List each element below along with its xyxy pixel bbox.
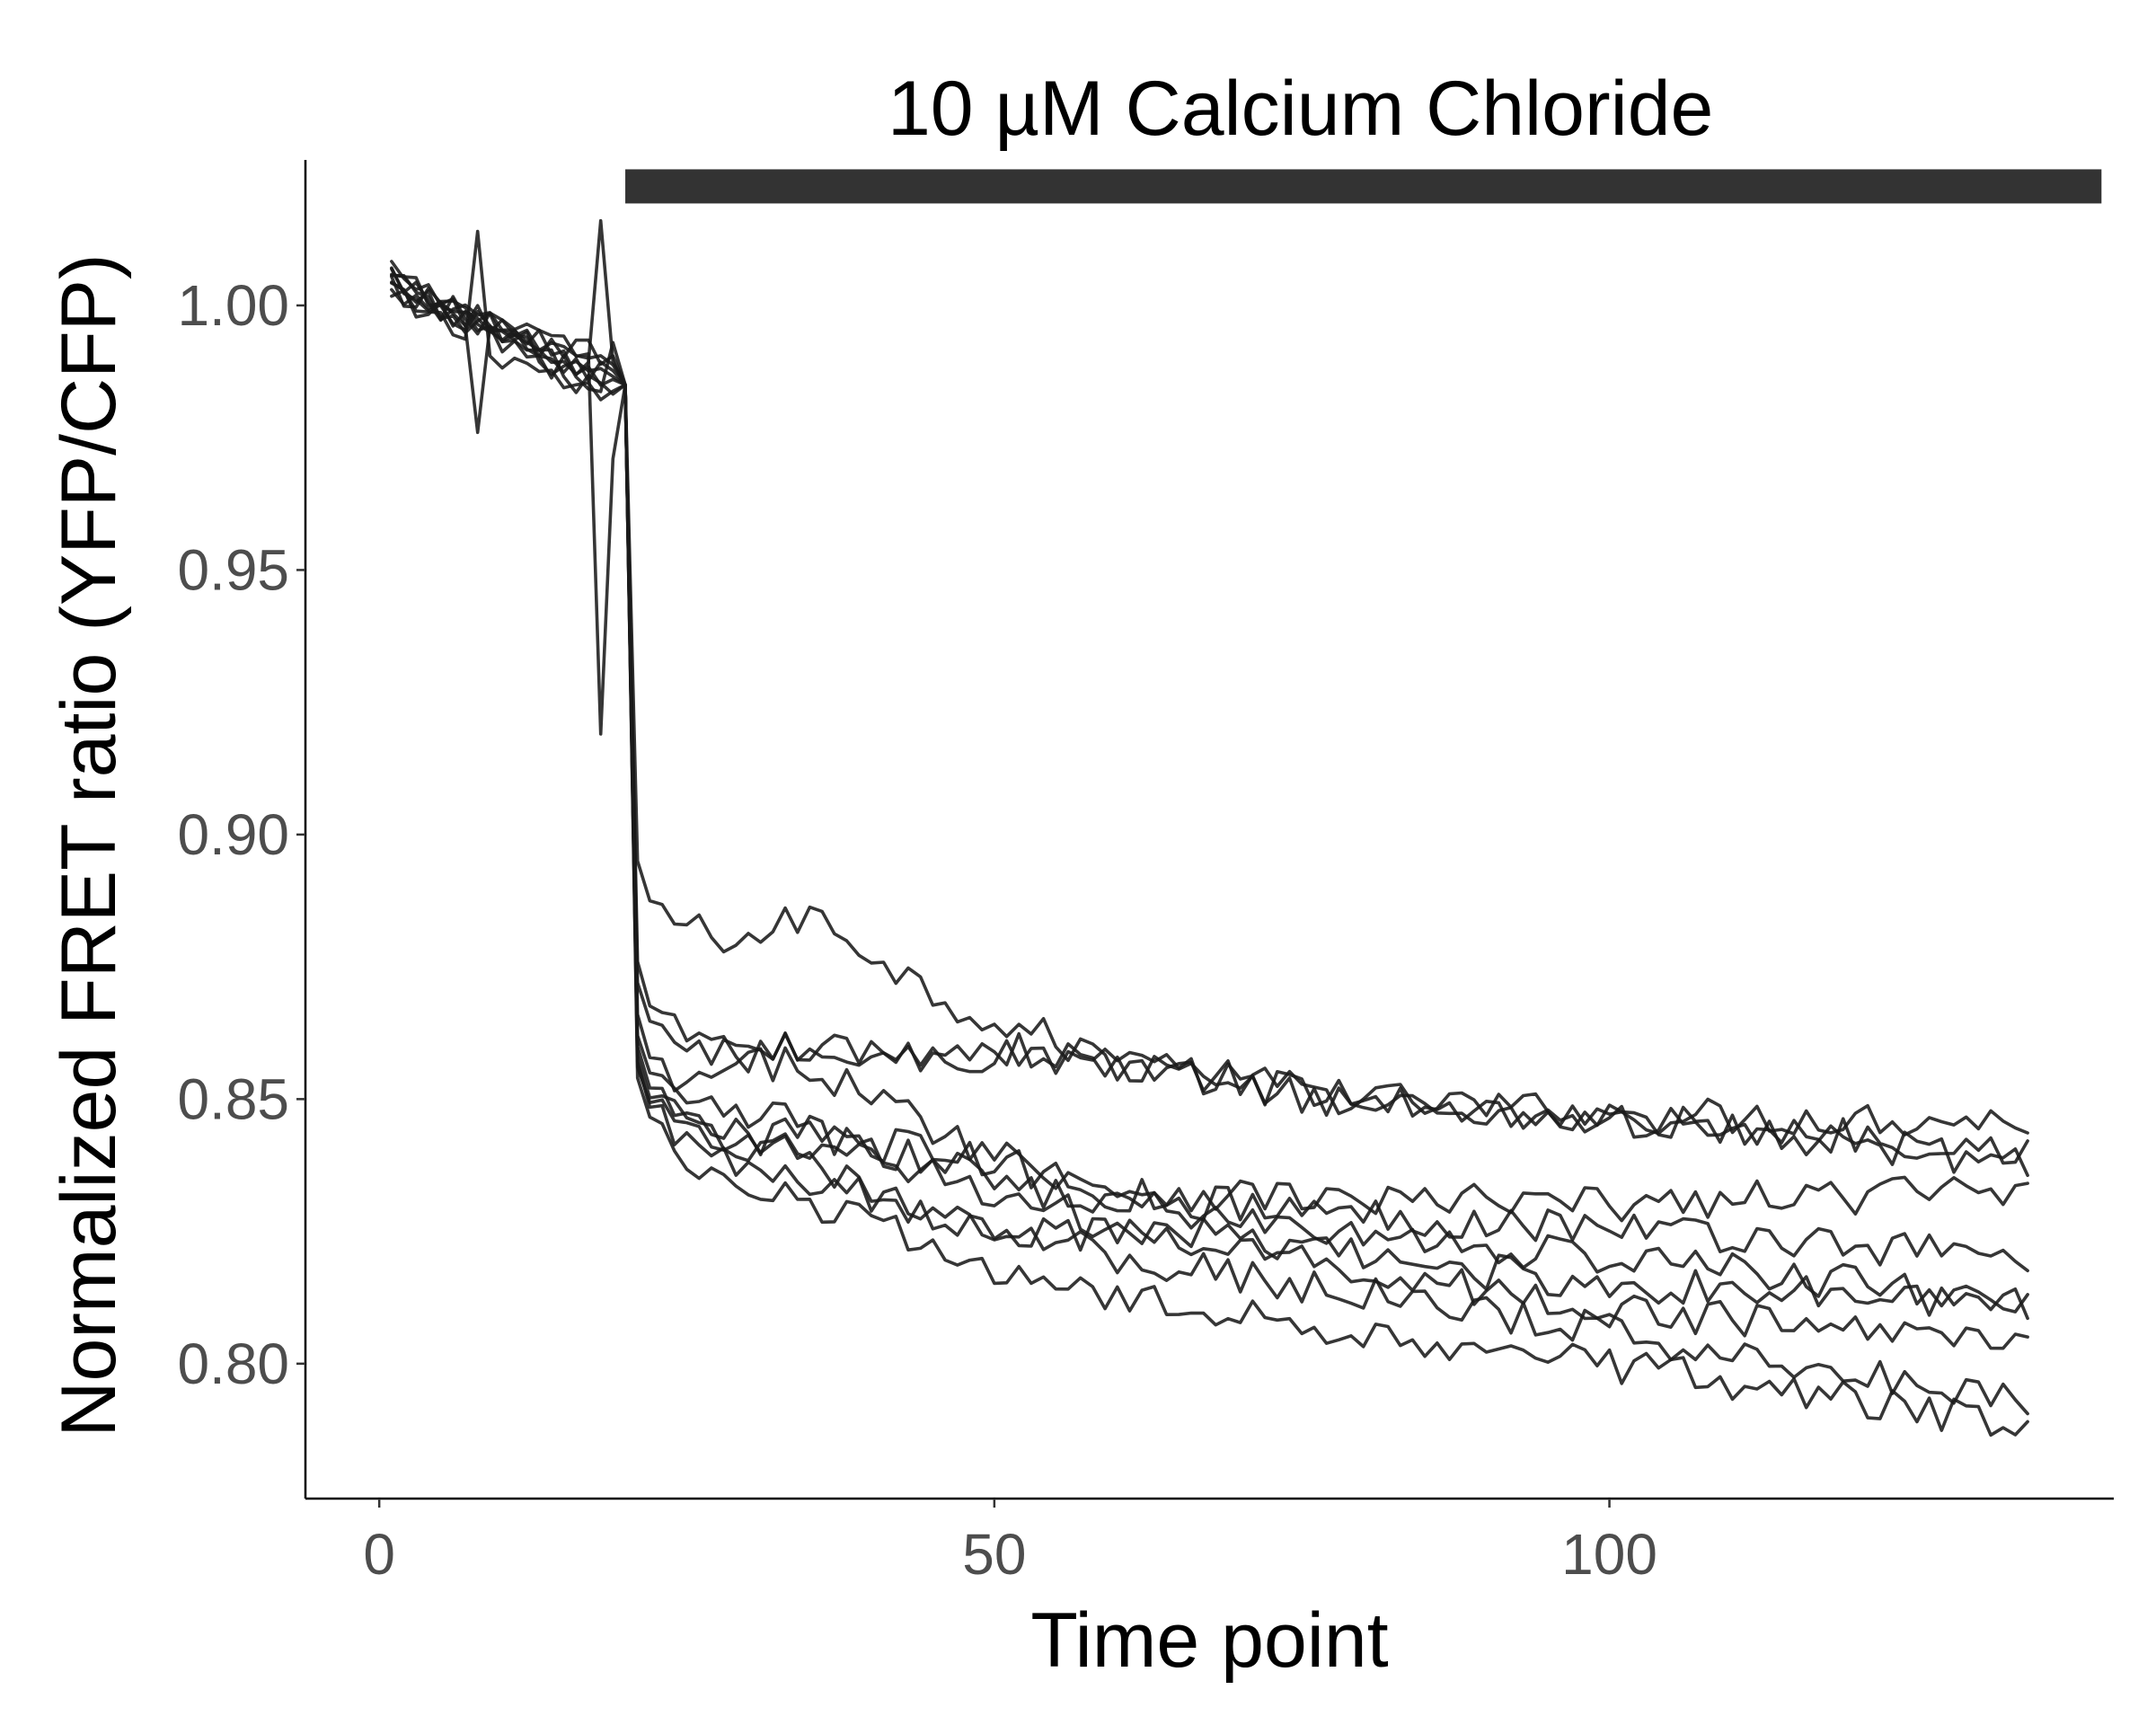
series-line-7: [390, 281, 2029, 1321]
x-axis-ticks: 0 50 100: [363, 1499, 1657, 1587]
y-axis-title: Normalized FRET ratio (YFP/CFP): [46, 253, 132, 1437]
treatment-label: 10 µM Calcium Chloride: [888, 66, 1713, 152]
y-tick-label: 1.00: [177, 273, 289, 338]
series-line-2: [390, 272, 2029, 1165]
series-lines: [390, 218, 2029, 1438]
y-tick-label: 0.85: [177, 1066, 289, 1131]
x-tick-label: 50: [962, 1522, 1026, 1587]
treatment-bar: [625, 169, 2102, 204]
series-line-6: [390, 273, 2029, 1314]
series-line-8: [390, 260, 2029, 1350]
y-tick-label: 0.95: [177, 537, 289, 602]
y-tick-label: 0.80: [177, 1331, 289, 1396]
y-axis-ticks: 0.80 0.85 0.90 0.95 1.00: [177, 273, 305, 1396]
axes: 0.80 0.85 0.90 0.95 1.00 0 50 100: [177, 160, 2114, 1587]
y-tick-label: 0.90: [177, 802, 289, 867]
x-tick-label: 0: [363, 1522, 395, 1587]
treatment-annotation: 10 µM Calcium Chloride: [625, 66, 2102, 204]
series-line-3: [390, 218, 2029, 1177]
series-line-9: [390, 267, 2029, 1416]
series-line-5: [390, 266, 2029, 1273]
series-line-10: [390, 275, 2029, 1438]
x-axis-title: Time point: [1030, 1597, 1388, 1684]
x-tick-label: 100: [1561, 1522, 1657, 1587]
series-line-1: [390, 229, 2029, 1137]
